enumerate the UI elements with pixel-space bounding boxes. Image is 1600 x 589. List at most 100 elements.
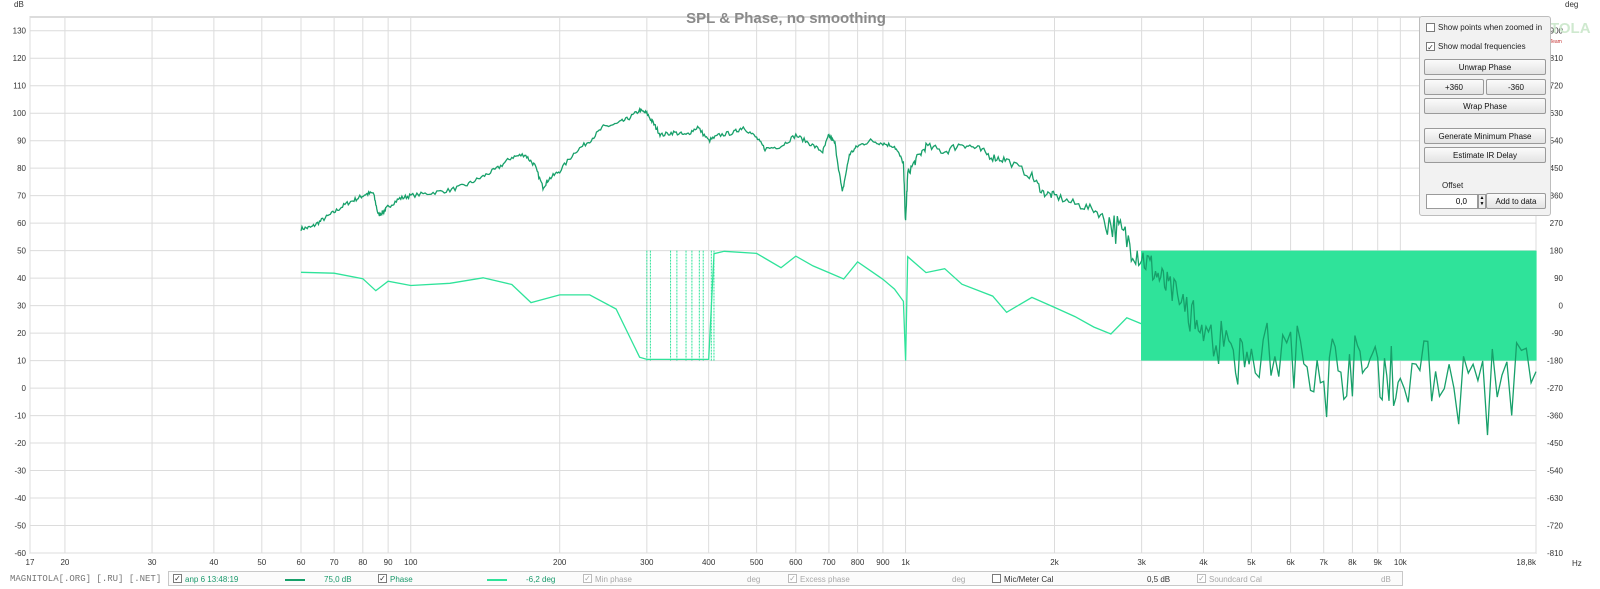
x-tick-label: 300 <box>640 558 654 567</box>
generate-minimum-phase-button[interactable]: Generate Minimum Phase <box>1424 128 1546 144</box>
y-right-tick-label: 270 <box>1550 219 1564 228</box>
y-right-tick-label: -540 <box>1547 467 1564 476</box>
mic-cal-checkbox[interactable] <box>992 574 1001 583</box>
y-right-tick-label: -90 <box>1551 329 1563 338</box>
y-right-tick-label: 180 <box>1550 247 1564 256</box>
y-left-tick-label: 50 <box>17 247 26 256</box>
soundcard-cal-checkbox[interactable]: ✓ <box>1197 574 1206 583</box>
phase-control-panel: Show points when zoomed in ✓ Show modal … <box>1419 16 1551 216</box>
min-phase-checkbox[interactable]: ✓ <box>583 574 592 583</box>
y-left-tick-label: 90 <box>17 137 26 146</box>
x-tick-label: 700 <box>822 558 836 567</box>
unwrap-phase-button[interactable]: Unwrap Phase <box>1424 59 1546 75</box>
spl-legend-value: 75,0 dB <box>324 575 352 584</box>
phase-swatch <box>487 579 507 581</box>
y-right-tick-label: -180 <box>1547 357 1564 366</box>
x-tick-label: 7k <box>1319 558 1328 567</box>
y-right-tick-label: -360 <box>1547 412 1564 421</box>
show-modal-checkbox[interactable]: ✓ <box>1426 42 1435 52</box>
x-tick-label: 2k <box>1050 558 1059 567</box>
offset-input[interactable] <box>1426 194 1478 209</box>
wrap-phase-button[interactable]: Wrap Phase <box>1424 98 1546 114</box>
x-tick-label: 6k <box>1286 558 1295 567</box>
y-right-unit: deg <box>1565 0 1578 9</box>
y-right-tick-label: -270 <box>1547 384 1564 393</box>
excess-phase-legend-name: Excess phase <box>800 575 850 584</box>
y-left-unit: dB <box>14 0 24 9</box>
spl-visible-checkbox[interactable]: ✓ <box>173 574 182 583</box>
series-layer <box>300 106 1537 436</box>
y-left-tick-label: 0 <box>22 384 27 393</box>
x-tick-label: 17 <box>26 558 35 567</box>
y-left-tick-label: 100 <box>13 109 27 118</box>
min-phase-legend-name: Min phase <box>595 575 632 584</box>
y-right-tick-label: 540 <box>1550 137 1564 146</box>
x-unit: Hz <box>1572 559 1582 568</box>
x-tick-label: 80 <box>358 558 367 567</box>
soundcard-cal-legend-name: Soundcard Cal <box>1209 575 1262 584</box>
y-left-tick-label: -40 <box>14 494 26 503</box>
show-points-label: Show points when zoomed in <box>1438 23 1543 32</box>
legend-bar: MAGNITOLA[.ORG] [.RU] [.NET] ✓ anp 6 13:… <box>0 570 1600 589</box>
mic-cal-legend-name: Mic/Meter Cal <box>1004 575 1054 584</box>
y-right-tick-label: 810 <box>1550 54 1564 63</box>
spl-legend-name: anp 6 13:48:19 <box>185 575 239 584</box>
y-left-tick-label: 80 <box>17 164 26 173</box>
soundcard-cal-unit: dB <box>1381 575 1391 584</box>
y-right-tick-label: -720 <box>1547 522 1564 531</box>
y-left-tick-label: 120 <box>13 54 27 63</box>
y-left-tick-label: 110 <box>13 82 26 91</box>
x-tick-label: 5k <box>1247 558 1256 567</box>
phase-visible-checkbox[interactable]: ✓ <box>378 574 387 583</box>
show-modal-label: Show modal frequencies <box>1438 42 1526 51</box>
show-points-checkbox[interactable] <box>1426 23 1435 32</box>
mic-cal-value: 0,5 dB <box>1147 575 1171 584</box>
y-left-tick-label: 60 <box>17 219 26 228</box>
x-tick-label: 900 <box>876 558 890 567</box>
y-right-tick-label: -630 <box>1547 494 1564 503</box>
phase-wrapped-band <box>1141 250 1537 361</box>
x-tick-label: 30 <box>148 558 157 567</box>
phase-legend-value: -6,2 deg <box>526 575 556 584</box>
y-left-tick-label: -60 <box>14 549 26 558</box>
add-to-data-button[interactable]: Add to data <box>1486 193 1546 209</box>
y-left-tick-label: 30 <box>17 302 26 311</box>
x-tick-label: 600 <box>789 558 803 567</box>
x-tick-label: 9k <box>1373 558 1382 567</box>
grid <box>29 17 1537 554</box>
plus-360-button[interactable]: +360 <box>1424 79 1484 95</box>
y-right-tick-label: 90 <box>1554 274 1563 283</box>
show-modal-row[interactable]: ✓ Show modal frequencies <box>1426 42 1526 52</box>
phase-series-line <box>300 250 1142 361</box>
y-left-tick-label: 70 <box>17 192 26 201</box>
offset-spinner[interactable]: ▲ ▼ <box>1478 194 1486 209</box>
y-left-tick-label: 20 <box>17 329 26 338</box>
spl-swatch <box>285 579 305 581</box>
offset-label: Offset <box>1442 181 1464 190</box>
x-tick-label: 100 <box>404 558 418 567</box>
x-tick-label: 8k <box>1348 558 1357 567</box>
x-tick-label: 90 <box>384 558 393 567</box>
x-tick-label: 1k <box>901 558 910 567</box>
y-left-tick-label: -10 <box>14 412 26 421</box>
excess-phase-checkbox[interactable]: ✓ <box>788 574 797 583</box>
y-left-tick-label: 40 <box>17 274 26 283</box>
y-left-tick-label: -50 <box>14 522 26 531</box>
y-right-tick-label: -450 <box>1547 439 1564 448</box>
y-right-tick-label: 0 <box>1559 302 1564 311</box>
y-left-tick-label: 10 <box>17 357 26 366</box>
y-left-tick-label: -20 <box>14 439 26 448</box>
x-tick-label: 40 <box>209 558 218 567</box>
y-left-tick-label: -30 <box>14 467 26 476</box>
estimate-ir-delay-button[interactable]: Estimate IR Delay <box>1424 147 1546 163</box>
y-left-tick-label: 130 <box>13 27 27 36</box>
x-tick-label: 200 <box>553 558 567 567</box>
minus-360-button[interactable]: -360 <box>1486 79 1546 95</box>
y-right-tick-label: 360 <box>1550 192 1564 201</box>
min-phase-unit: deg <box>747 575 761 584</box>
x-tick-label: 3k <box>1137 558 1146 567</box>
excess-phase-unit: deg <box>952 575 966 584</box>
show-points-row[interactable]: Show points when zoomed in <box>1426 23 1542 32</box>
x-tick-label: 20 <box>60 558 69 567</box>
